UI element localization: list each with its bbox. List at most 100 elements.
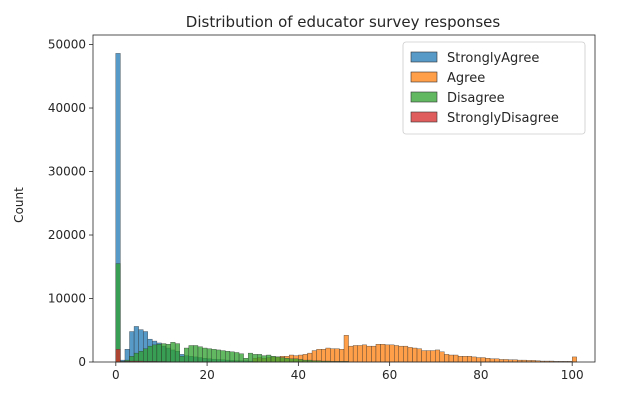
bar-disagree-18 xyxy=(197,346,203,363)
x-axis: 0 20 40 60 80 100 xyxy=(112,362,584,382)
bar-agree-35 xyxy=(407,347,413,363)
bar-agree-43 xyxy=(444,354,450,363)
legend-swatch-stronglydisagree xyxy=(410,111,438,123)
legend-label-stronglydisagree: StronglyDisagree xyxy=(447,111,559,126)
bar-agree-25 xyxy=(362,344,367,363)
bar-disagree-12 xyxy=(170,342,176,363)
bar-disagree-14 xyxy=(179,356,185,363)
bar-disagree-29 xyxy=(247,352,253,363)
y-axis: 0 10000 20000 30000 40000 50000 xyxy=(48,38,93,369)
bar-agree-49 xyxy=(471,356,477,363)
bar-disagree-25 xyxy=(229,351,235,363)
y-axis-label: Count xyxy=(12,187,26,223)
bar-stronglydisagree-0 xyxy=(115,349,121,363)
chart-title: Distribution of educator survey response… xyxy=(186,13,501,31)
bar-disagree-16 xyxy=(188,345,194,363)
legend-label-stronglyagree: StronglyAgree xyxy=(447,51,539,66)
bar-disagree-13 xyxy=(174,343,180,363)
bar-agree-37 xyxy=(416,348,422,363)
bar-agree-39 xyxy=(425,350,431,363)
bar-agree-29 xyxy=(380,344,386,363)
bar-disagree-22 xyxy=(216,349,221,363)
bar-agree-14 xyxy=(311,350,317,363)
bar-disagree-7 xyxy=(147,345,153,363)
bar-disagree-24 xyxy=(225,351,231,363)
bar-agree-28 xyxy=(375,344,381,363)
x-tick-label: 100 xyxy=(561,368,584,382)
y-tick-label: 0 xyxy=(78,355,86,369)
bar-agree-42 xyxy=(439,351,445,363)
bar-agree-19 xyxy=(334,348,340,363)
x-tick-label: 0 xyxy=(112,368,120,382)
bar-agree-32 xyxy=(394,345,399,363)
legend-swatch-stronglyagree xyxy=(410,51,438,63)
bar-disagree-11 xyxy=(165,344,171,363)
bar-disagree-32 xyxy=(261,355,267,363)
bar-disagree-21 xyxy=(211,349,217,363)
bar-disagree-8 xyxy=(152,344,158,363)
bar-agree-40 xyxy=(430,350,436,363)
bar-agree-22 xyxy=(348,345,354,363)
bar-disagree-23 xyxy=(220,350,226,363)
bar-agree-18 xyxy=(330,348,336,363)
x-tick-label: 40 xyxy=(291,368,306,382)
bar-disagree-36 xyxy=(279,357,285,363)
bar-agree-44 xyxy=(448,354,454,363)
bar-agree-26 xyxy=(366,345,372,363)
bar-disagree-19 xyxy=(202,347,208,363)
bar-agree-48 xyxy=(467,356,472,363)
y-tick-label: 50000 xyxy=(48,38,86,52)
bar-agree-41 xyxy=(435,349,441,363)
bar-disagree-30 xyxy=(252,354,258,363)
bar-agree-71 xyxy=(572,356,577,363)
bar-disagree-33 xyxy=(266,354,272,363)
bar-disagree-31 xyxy=(257,354,263,363)
bar-agree-33 xyxy=(398,345,404,363)
bar-disagree-27 xyxy=(238,353,244,363)
bar-disagree-0 xyxy=(115,263,121,363)
bar-agree-52 xyxy=(485,358,491,363)
bar-agree-20 xyxy=(339,349,345,363)
legend: StronglyAgree Agree Disagree StronglyDisagr… xyxy=(402,41,586,135)
bar-agree-38 xyxy=(421,350,427,363)
bar-disagree-15 xyxy=(184,347,190,363)
bar-disagree-20 xyxy=(206,348,212,363)
bar-agree-23 xyxy=(352,345,358,363)
bar-disagree-6 xyxy=(143,348,148,363)
legend-label-disagree: Disagree xyxy=(447,91,505,106)
bar-disagree-10 xyxy=(161,343,167,363)
bar-disagree-26 xyxy=(234,352,240,363)
bar-agree-50 xyxy=(476,357,482,363)
bar-agree-47 xyxy=(462,356,468,363)
bar-agree-16 xyxy=(321,349,326,363)
bar-disagree-35 xyxy=(275,356,281,363)
x-tick-label: 60 xyxy=(382,368,397,382)
bar-disagree-4 xyxy=(133,352,139,363)
bar-disagree-17 xyxy=(193,345,199,363)
bar-disagree-39 xyxy=(293,358,299,363)
bar-agree-46 xyxy=(457,356,463,363)
legend-swatch-agree xyxy=(410,71,438,83)
plot-frame xyxy=(92,34,596,363)
x-tick-label: 20 xyxy=(199,368,214,382)
bar-agree-15 xyxy=(316,349,322,363)
bar-disagree-37 xyxy=(284,358,290,363)
bar-agree-27 xyxy=(371,345,377,363)
bar-disagree-28 xyxy=(243,358,249,363)
bar-disagree-38 xyxy=(289,358,294,363)
bar-disagree-5 xyxy=(138,351,144,363)
y-tick-label: 10000 xyxy=(48,292,86,306)
bar-agree-30 xyxy=(384,344,390,363)
y-tick-label: 40000 xyxy=(48,101,86,115)
bar-agree-21 xyxy=(343,335,349,363)
bar-disagree-34 xyxy=(270,356,276,363)
x-tick-label: 80 xyxy=(473,368,488,382)
bar-agree-34 xyxy=(403,345,409,363)
bar-agree-36 xyxy=(412,347,418,363)
y-tick-label: 20000 xyxy=(48,228,86,242)
y-tick-label: 30000 xyxy=(48,165,86,179)
bar-agree-31 xyxy=(389,344,395,363)
bar-disagree-9 xyxy=(156,344,162,363)
bar-agree-53 xyxy=(489,358,495,363)
